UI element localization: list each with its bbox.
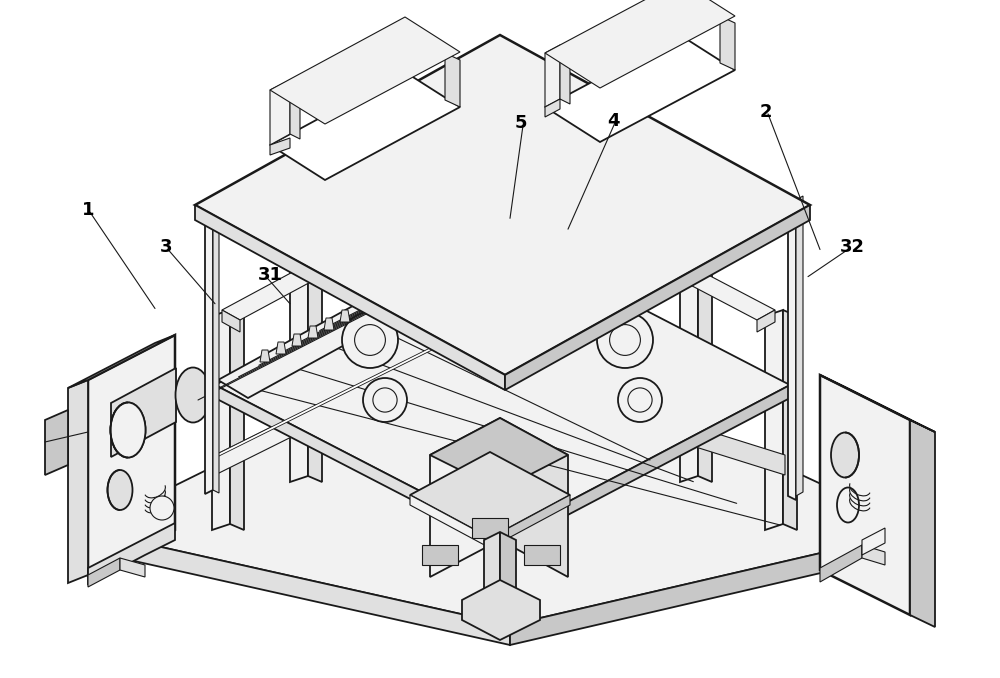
Text: 5: 5: [515, 115, 528, 132]
Ellipse shape: [110, 403, 146, 458]
Polygon shape: [213, 196, 219, 493]
Polygon shape: [524, 545, 560, 565]
Polygon shape: [820, 375, 935, 432]
Polygon shape: [308, 200, 322, 482]
Polygon shape: [88, 523, 175, 585]
Polygon shape: [212, 310, 230, 530]
Text: 1: 1: [82, 201, 94, 219]
Polygon shape: [545, 99, 560, 117]
Polygon shape: [290, 200, 308, 482]
Polygon shape: [215, 385, 505, 548]
Polygon shape: [270, 72, 460, 180]
Polygon shape: [222, 268, 318, 320]
Polygon shape: [45, 410, 68, 475]
Polygon shape: [430, 418, 500, 577]
Polygon shape: [270, 80, 290, 145]
Polygon shape: [195, 35, 810, 375]
Polygon shape: [68, 335, 175, 388]
Circle shape: [488, 333, 532, 377]
Ellipse shape: [176, 367, 210, 422]
Ellipse shape: [831, 433, 859, 477]
Polygon shape: [222, 310, 240, 332]
Polygon shape: [796, 196, 803, 496]
Polygon shape: [270, 138, 290, 155]
Polygon shape: [276, 342, 286, 354]
Circle shape: [472, 257, 528, 313]
Polygon shape: [195, 205, 505, 390]
Polygon shape: [410, 495, 490, 548]
Circle shape: [597, 312, 653, 368]
Polygon shape: [430, 418, 568, 490]
Polygon shape: [472, 518, 508, 538]
Polygon shape: [490, 495, 570, 548]
Polygon shape: [500, 418, 568, 577]
Polygon shape: [505, 205, 810, 390]
Polygon shape: [680, 200, 698, 482]
Polygon shape: [88, 558, 120, 587]
Ellipse shape: [108, 470, 132, 510]
Polygon shape: [85, 530, 510, 645]
Polygon shape: [111, 368, 176, 457]
Polygon shape: [462, 580, 540, 640]
Polygon shape: [68, 380, 88, 583]
Polygon shape: [820, 545, 862, 582]
Polygon shape: [120, 558, 145, 577]
Polygon shape: [215, 235, 790, 535]
Circle shape: [618, 378, 662, 422]
Polygon shape: [765, 310, 783, 530]
Polygon shape: [500, 532, 516, 598]
Ellipse shape: [110, 403, 146, 458]
Polygon shape: [820, 375, 910, 615]
Circle shape: [150, 496, 174, 520]
Polygon shape: [698, 200, 712, 482]
Polygon shape: [85, 330, 920, 625]
Text: 31: 31: [258, 266, 283, 283]
Polygon shape: [292, 334, 302, 346]
Polygon shape: [677, 268, 775, 320]
Polygon shape: [445, 53, 460, 107]
Polygon shape: [720, 16, 735, 70]
Polygon shape: [324, 318, 334, 330]
Polygon shape: [545, 0, 735, 88]
Polygon shape: [788, 196, 796, 500]
Polygon shape: [230, 310, 244, 530]
Text: 3: 3: [160, 239, 173, 256]
Polygon shape: [910, 420, 935, 627]
Polygon shape: [88, 335, 175, 575]
Polygon shape: [862, 545, 885, 565]
Polygon shape: [505, 385, 790, 548]
Polygon shape: [215, 348, 430, 475]
Polygon shape: [757, 310, 775, 332]
Polygon shape: [215, 348, 432, 457]
Polygon shape: [218, 302, 390, 398]
Polygon shape: [545, 35, 735, 142]
Polygon shape: [484, 532, 500, 598]
Polygon shape: [783, 310, 797, 530]
Polygon shape: [422, 545, 458, 565]
Polygon shape: [290, 80, 300, 139]
Text: 32: 32: [840, 239, 865, 256]
Polygon shape: [862, 528, 885, 555]
Ellipse shape: [837, 487, 859, 523]
Polygon shape: [260, 350, 270, 362]
Polygon shape: [340, 310, 350, 322]
Polygon shape: [568, 387, 785, 475]
Polygon shape: [510, 530, 920, 645]
Polygon shape: [205, 196, 213, 494]
Polygon shape: [270, 17, 460, 124]
Circle shape: [363, 378, 407, 422]
Text: 2: 2: [760, 103, 772, 121]
Text: 4: 4: [607, 112, 620, 129]
Polygon shape: [410, 452, 570, 538]
Polygon shape: [560, 45, 570, 104]
Circle shape: [342, 312, 398, 368]
Polygon shape: [545, 45, 560, 107]
Polygon shape: [308, 326, 318, 338]
